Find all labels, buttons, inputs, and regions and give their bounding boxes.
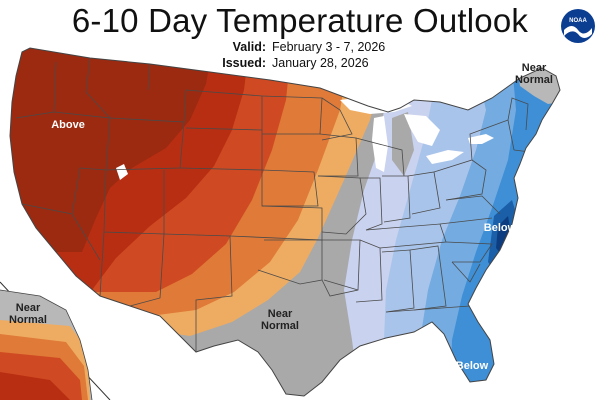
band-near-normal-michigan <box>392 112 414 176</box>
label-near-normal-texas: Near Normal <box>261 308 299 332</box>
probability-bands <box>10 48 560 396</box>
great-salt-lake <box>116 164 128 180</box>
page-title: 6-10 Day Temperature Outlook <box>71 2 529 39</box>
us-outline <box>9 47 561 397</box>
lake-ontario <box>468 134 494 144</box>
lake-erie <box>426 150 464 164</box>
lake-huron <box>404 114 440 146</box>
label-near-normal-alaska: Near Normal <box>9 302 47 326</box>
valid-dates: Valid: February 3 - 7, 2026 <box>208 40 386 54</box>
issued-label: Issued: <box>222 56 266 70</box>
band-above-strong <box>10 48 214 252</box>
label-below-mid-atlantic: Below <box>483 222 517 234</box>
valid-value: February 3 - 7, 2026 <box>272 40 386 54</box>
noaa-logo-icon: NOAA <box>561 9 595 43</box>
valid-label: Valid: <box>232 40 266 54</box>
label-above-west: Above <box>51 119 85 131</box>
state-borders <box>15 57 531 352</box>
issued-value: January 28, 2026 <box>272 56 369 70</box>
svg-text:NOAA: NOAA <box>569 18 587 24</box>
label-near-normal-northeast: Near Normal <box>515 62 553 86</box>
alaska-inset <box>0 281 111 400</box>
issued-date: Issued: January 28, 2026 <box>208 56 369 70</box>
label-below-florida: Below <box>455 360 489 372</box>
